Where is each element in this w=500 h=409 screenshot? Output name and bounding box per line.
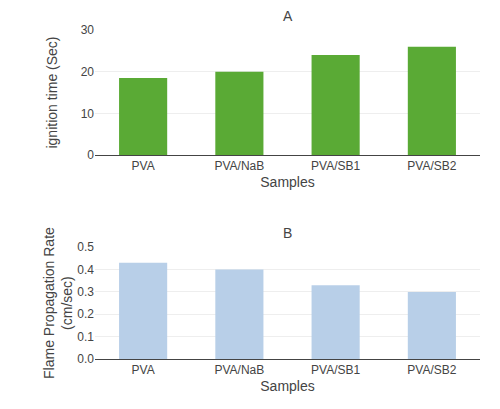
svg-text:PVA: PVA: [132, 363, 155, 377]
svg-text:PVA/NaB: PVA/NaB: [214, 159, 264, 173]
svg-text:PVA/SB2: PVA/SB2: [407, 159, 456, 173]
svg-text:0.2: 0.2: [77, 307, 94, 321]
svg-text:ignition time (Sec): ignition time (Sec): [44, 36, 60, 148]
svg-text:A: A: [283, 8, 293, 24]
svg-text:10: 10: [81, 107, 95, 121]
svg-text:Samples: Samples: [260, 174, 314, 190]
svg-text:0.0: 0.0: [77, 352, 94, 366]
svg-text:0.3: 0.3: [77, 285, 94, 299]
svg-text:PVA: PVA: [132, 159, 155, 173]
svg-text:PVA/SB1: PVA/SB1: [311, 159, 360, 173]
svg-text:0: 0: [87, 148, 94, 162]
svg-text:Flame Propagation Rate(cm/sec): Flame Propagation Rate(cm/sec): [41, 227, 75, 379]
svg-text:PVA/NaB: PVA/NaB: [214, 363, 264, 377]
svg-text:Samples: Samples: [260, 378, 314, 394]
svg-text:B: B: [283, 225, 292, 241]
svg-text:20: 20: [81, 65, 95, 79]
svg-text:30: 30: [81, 23, 95, 37]
svg-text:0.5: 0.5: [77, 240, 94, 254]
svg-text:PVA/SB2: PVA/SB2: [407, 363, 456, 377]
svg-text:0.4: 0.4: [77, 263, 94, 277]
svg-text:0.1: 0.1: [77, 330, 94, 344]
svg-text:PVA/SB1: PVA/SB1: [311, 363, 360, 377]
